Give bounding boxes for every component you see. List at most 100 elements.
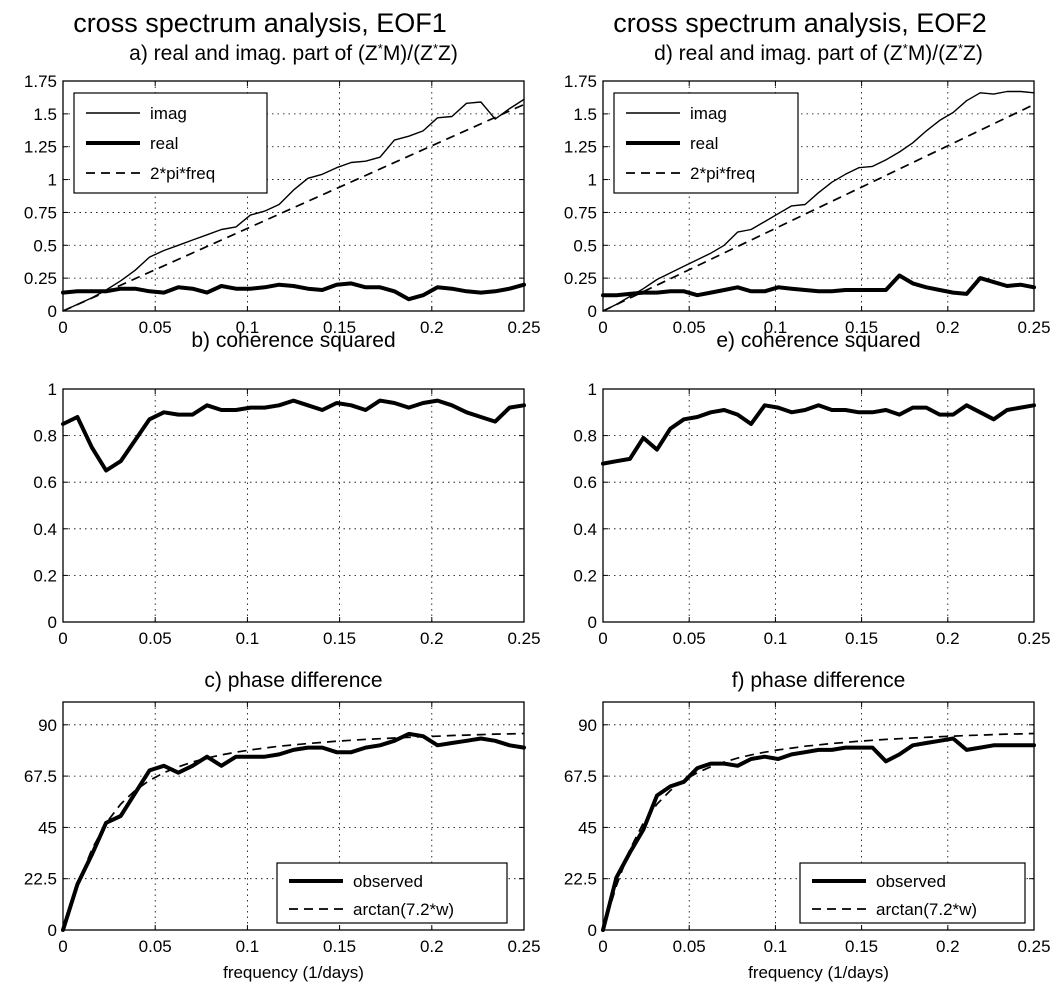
legend-label: imag	[690, 104, 727, 123]
x-tick-label: 0.25	[1017, 937, 1050, 956]
y-tick-label: 0	[48, 613, 57, 632]
x-tick-label: 0.2	[420, 629, 444, 648]
x-tick-label: 0.25	[1017, 629, 1050, 648]
x-tick-label: 0.2	[936, 937, 960, 956]
series-line-arctan-7-2-w-	[62, 732, 525, 931]
x-tick-label: 0.2	[420, 318, 444, 337]
x-tick-label: 0.1	[236, 318, 260, 337]
series-line-2-pi-freq	[62, 103, 525, 312]
panel-c: c) phase difference 0 0.05 0.1 0.15 0.2 0.25 0 2…	[24, 669, 541, 982]
x-tick-label: 0.2	[936, 629, 960, 648]
y-tick-label: 1.75	[24, 72, 57, 91]
series-line-observed	[61, 731, 526, 932]
x-tick-label: 0.15	[845, 318, 878, 337]
x-tick-label: 0.15	[845, 629, 878, 648]
y-tick-label: 0	[48, 921, 57, 940]
panel-b: b) coherence squared 0 0.05 0.1 0.15 0.2 0.25 0…	[33, 329, 540, 648]
y-tick-label: 0.2	[33, 566, 57, 585]
series-line-coherence	[601, 403, 1036, 466]
x-axis-label: frequency (1/days)	[223, 963, 364, 982]
y-tick-label: 22.5	[24, 870, 57, 889]
y-tick-label: 0.6	[33, 473, 57, 492]
y-tick-label: 0.25	[24, 269, 57, 288]
x-tick-label: 0.1	[764, 629, 788, 648]
y-tick-label: 90	[38, 716, 57, 735]
legend-label: arctan(7.2*w)	[353, 900, 454, 919]
y-tick-label: 0.6	[573, 473, 597, 492]
series-line-coherence	[61, 398, 526, 473]
y-tick-label: 0.5	[573, 236, 597, 255]
y-tick-label: 0.75	[564, 203, 597, 222]
panel-title-e: e) coherence squared	[716, 329, 920, 352]
x-tick-label: 0.25	[1017, 318, 1050, 337]
legend: observed arctan(7.2*w)	[276, 862, 508, 924]
y-tick-label: 0.4	[573, 520, 597, 539]
x-tick-label: 0	[58, 937, 67, 956]
legend-box	[799, 862, 1026, 924]
y-tick-label: 0	[588, 302, 597, 321]
x-tick-label: 0.2	[420, 937, 444, 956]
y-tick-label: 0.4	[33, 520, 57, 539]
plot-frame	[602, 80, 1035, 312]
y-tick-label: 1.25	[24, 138, 57, 157]
plot-frame	[602, 701, 1035, 931]
x-tick-label: 0.25	[507, 629, 540, 648]
panel-title-c: c) phase difference	[204, 669, 382, 692]
x-tick-label: 0	[598, 629, 607, 648]
y-tick-label: 1	[48, 380, 57, 399]
legend-label: observed	[353, 872, 423, 891]
panel-title-b: b) coherence squared	[191, 329, 395, 352]
panel-title-f: f) phase difference	[732, 669, 906, 692]
y-tick-label: 0.25	[564, 269, 597, 288]
panel-e: e) coherence squared 0 0.05 0.1 0.15 0.2 0.25 0…	[573, 329, 1050, 648]
y-tick-label: 1	[48, 171, 57, 190]
legend-box	[276, 862, 508, 924]
x-tick-label: 0.1	[236, 937, 260, 956]
plot-frame	[62, 80, 525, 312]
panel-title-a: a) real and imag. part of (Z*M)/(Z*Z)	[129, 41, 458, 66]
x-tick-label: 0.15	[323, 629, 356, 648]
x-tick-label: 0.05	[673, 318, 706, 337]
y-tick-label: 1.75	[564, 72, 597, 91]
x-tick-label: 0.05	[139, 937, 172, 956]
series-line-observed	[601, 736, 1036, 932]
y-tick-label: 1.25	[564, 138, 597, 157]
y-tick-label: 45	[38, 818, 57, 837]
y-tick-label: 67.5	[564, 767, 597, 786]
panel-d: d) real and imag. part of (Z*M)/(Z*Z) 0 0.…	[564, 41, 1051, 338]
y-tick-label: 22.5	[564, 870, 597, 889]
x-tick-label: 0.15	[845, 937, 878, 956]
x-tick-label: 0.25	[507, 937, 540, 956]
column-title-eof1: cross spectrum analysis, EOF1	[73, 8, 447, 38]
x-tick-label: 0	[58, 629, 67, 648]
x-tick-label: 0	[598, 937, 607, 956]
y-tick-label: 0.75	[24, 203, 57, 222]
legend-label: 2*pi*freq	[690, 164, 755, 183]
plot-frame	[602, 388, 1035, 623]
y-tick-label: 0	[48, 302, 57, 321]
panel-title-d: d) real and imag. part of (Z*M)/(Z*Z)	[654, 41, 983, 66]
x-tick-label: 0.2	[936, 318, 960, 337]
y-tick-label: 0.8	[573, 427, 597, 446]
x-tick-label: 0.05	[139, 318, 172, 337]
x-tick-label: 0.05	[673, 937, 706, 956]
panel-a: a) real and imag. part of (Z*M)/(Z*Z) 0 0.…	[24, 41, 541, 338]
series-line-arctan-7-2-w-	[602, 732, 1035, 931]
legend-label: real	[150, 134, 178, 153]
y-tick-label: 1	[588, 380, 597, 399]
y-tick-label: 0.2	[573, 566, 597, 585]
x-tick-label: 0.15	[323, 318, 356, 337]
y-tick-label: 0	[588, 613, 597, 632]
x-tick-label: 0.1	[236, 629, 260, 648]
x-tick-label: 0.05	[673, 629, 706, 648]
x-tick-label: 0.25	[507, 318, 540, 337]
x-tick-label: 0	[58, 318, 67, 337]
y-tick-label: 1.5	[33, 105, 57, 124]
x-tick-label: 0.1	[764, 937, 788, 956]
legend-label: arctan(7.2*w)	[876, 900, 977, 919]
plot-frame	[62, 701, 525, 931]
legend-label: imag	[150, 104, 187, 123]
x-tick-label: 0	[598, 318, 607, 337]
y-tick-label: 1.5	[573, 105, 597, 124]
plot-frame	[62, 388, 525, 623]
